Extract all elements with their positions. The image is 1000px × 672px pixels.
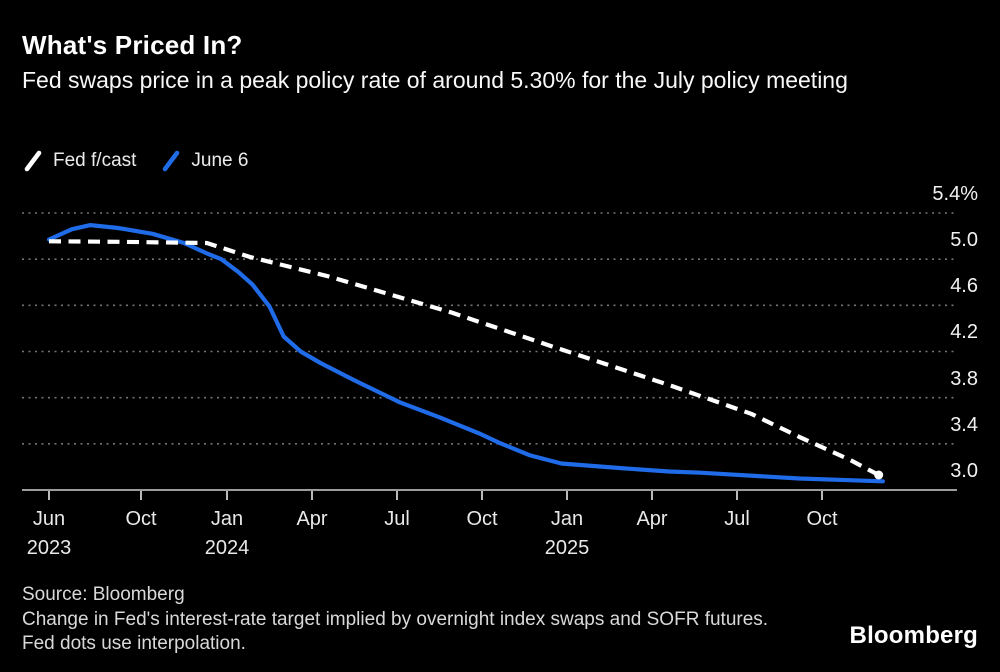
- x-tick-label: Jun: [32, 508, 66, 530]
- fed-forecast-line: [48, 239, 880, 477]
- x-year-label: 2024: [204, 537, 250, 559]
- legend-slash-icon: [163, 150, 180, 172]
- x-tick-label: Oct: [125, 508, 157, 530]
- legend-label: Fed f/cast: [53, 150, 137, 171]
- forecast-end-dot: [874, 470, 884, 480]
- y-tick-label: 4.2: [950, 321, 978, 343]
- x-tick-label: Jan: [210, 508, 244, 530]
- x-tick-label: Oct: [466, 508, 498, 530]
- x-tick-label: Jul: [724, 508, 750, 530]
- y-tick-label: 5.4%: [932, 183, 978, 205]
- y-tick-label: 3.8: [950, 368, 978, 390]
- x-year-label: 2025: [544, 537, 590, 559]
- y-tick-label: 3.0: [950, 460, 978, 482]
- x-tick-label: Oct: [806, 508, 838, 530]
- bloomberg-logo: Bloomberg: [849, 622, 978, 649]
- legend-item: June 6: [162, 150, 248, 172]
- y-tick-label: 3.4: [950, 414, 978, 436]
- june6-swaps-line: [46, 223, 886, 484]
- x-tick-label: Jan: [550, 508, 584, 530]
- y-tick-label: 4.6: [950, 275, 978, 297]
- x-tick-label: Jul: [384, 508, 410, 530]
- source-line: Source: Bloomberg: [22, 584, 185, 605]
- legend: Fed f/cast June 6: [24, 150, 248, 172]
- legend-slash-icon: [24, 150, 42, 172]
- page-title: What's Priced In?: [22, 30, 243, 60]
- y-tick-label: 5.0: [950, 229, 978, 251]
- chart-subtitle: Fed swaps price in a peak policy rate of…: [22, 67, 848, 93]
- legend-item: Fed f/cast: [24, 150, 136, 172]
- x-tick-label: Apr: [636, 508, 668, 530]
- footnote: Change in Fed's interest-rate target imp…: [22, 609, 769, 654]
- x-year-label: 2023: [26, 537, 72, 559]
- legend-label: June 6: [191, 150, 249, 171]
- x-tick-label: Apr: [296, 508, 328, 530]
